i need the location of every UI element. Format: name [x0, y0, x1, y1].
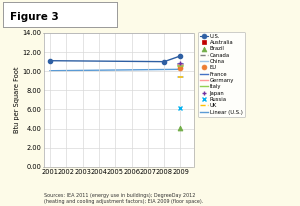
Legend: U.S., Australia, Brazil, Canada, China, EU, France, Germany, Italy, Japan, Russi: U.S., Australia, Brazil, Canada, China, …	[198, 32, 244, 117]
Text: Sources: IEA 2011 (energy use in buildings); DegreeDay 2012
(heating and cooling: Sources: IEA 2011 (energy use in buildin…	[44, 193, 203, 204]
Text: Figure 3: Figure 3	[10, 12, 58, 22]
Y-axis label: Btu per Square Foot: Btu per Square Foot	[14, 67, 20, 133]
